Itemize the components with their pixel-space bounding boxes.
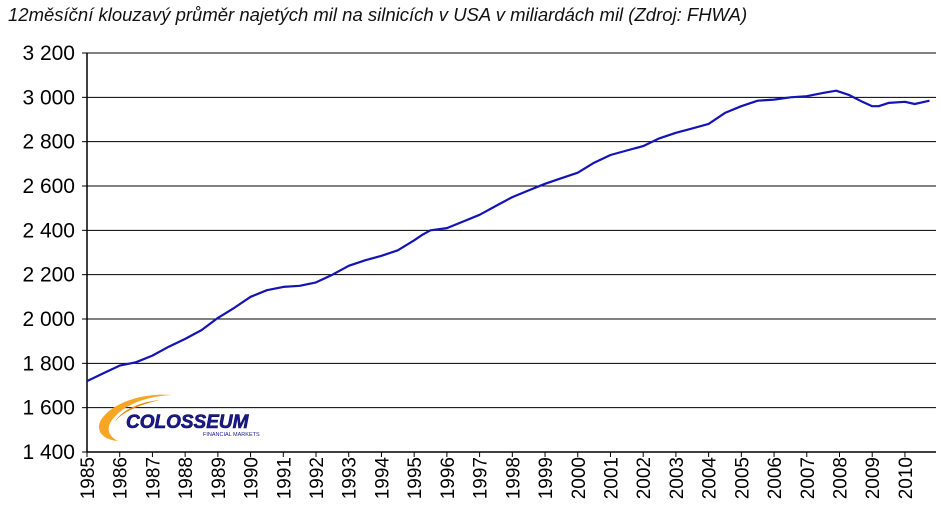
gridlines <box>82 52 936 453</box>
y-tick-label: 2 600 <box>22 175 75 198</box>
x-tick-label: 1988 <box>176 457 197 499</box>
y-tick-labels: 1 400 1 600 1 800 2 000 2 200 2 400 2 600 2 800… <box>22 42 75 464</box>
x-tick-label: 2007 <box>798 457 819 499</box>
x-tick-labels: 1985 1986 1987 1988 1989 1990 1991 1992 1993 1994… <box>78 452 917 499</box>
x-tick-label: 2009 <box>863 457 884 499</box>
x-tick-label: 2010 <box>896 457 917 499</box>
x-tick-label: 1991 <box>274 457 295 499</box>
x-tick-label: 1986 <box>111 457 132 499</box>
logo-name: COLOSSEUM <box>126 412 250 433</box>
y-tick-label: 1 600 <box>22 397 75 420</box>
colosseum-logo: COLOSSEUM FINANCIAL MARKETS <box>98 394 260 441</box>
x-tick-label: 1992 <box>307 457 328 499</box>
x-tick-label: 1989 <box>209 457 230 499</box>
x-tick-label: 1994 <box>372 457 393 500</box>
y-tick-label: 1 800 <box>22 352 75 375</box>
x-tick-label: 1993 <box>340 457 361 499</box>
axes <box>86 53 936 453</box>
x-tick-label: 1995 <box>405 457 426 499</box>
logo-subtitle: FINANCIAL MARKETS <box>203 432 260 438</box>
y-tick-label: 2 200 <box>22 264 75 287</box>
y-tick-label: 1 400 <box>22 441 75 464</box>
x-tick-label: 1997 <box>471 457 492 499</box>
x-tick-label: 1987 <box>143 457 164 499</box>
series <box>86 89 930 383</box>
x-tick-label: 1985 <box>78 457 99 499</box>
chart-title: 12měsíční klouzavý průměr najetých mil n… <box>8 4 748 25</box>
x-tick-label: 2006 <box>765 457 786 499</box>
y-tick-label: 3 000 <box>22 86 75 109</box>
series-line <box>86 89 930 383</box>
y-tick-label: 2 400 <box>22 219 75 242</box>
x-tick-label: 1990 <box>242 457 263 499</box>
x-tick-label: 2004 <box>700 457 721 500</box>
y-tick-label: 2 800 <box>22 131 75 154</box>
x-tick-label: 2003 <box>667 457 688 499</box>
x-tick-label: 2008 <box>830 457 851 499</box>
y-tick-label: 3 200 <box>22 42 75 65</box>
y-tick-label: 2 000 <box>22 308 75 331</box>
x-tick-label: 2001 <box>601 457 622 499</box>
x-tick-label: 2000 <box>569 457 590 499</box>
x-tick-label: 2005 <box>732 457 753 499</box>
x-tick-label: 1998 <box>503 457 524 499</box>
x-tick-label: 1996 <box>438 457 459 499</box>
logo-swoosh-icon <box>98 394 172 441</box>
x-tick-label: 1999 <box>536 457 557 499</box>
x-tick-label: 2002 <box>634 457 655 499</box>
